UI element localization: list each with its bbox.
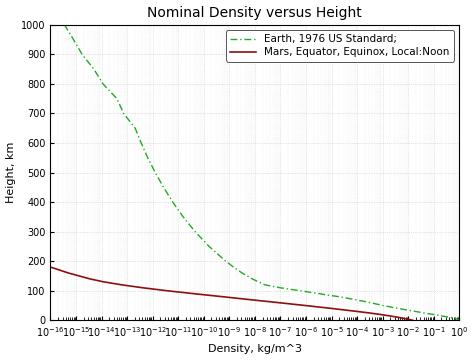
Earth, 1976 US Standard;: [100, 82, 106, 86]
Earth, 1976 US Standard;: [336, 294, 341, 299]
Mars, Equator, Equinox, Local:Noon: [65, 271, 71, 275]
Earth, 1976 US Standard;: [380, 303, 386, 308]
Earth, 1976 US Standard;: [91, 67, 97, 71]
Earth, 1976 US Standard;: [447, 315, 452, 319]
Earth, 1976 US Standard;: [153, 170, 158, 175]
Earth, 1976 US Standard;: [114, 96, 120, 101]
Mars, Equator, Equinox, Local:Noon: [101, 280, 107, 284]
Mars, Equator, Equinox, Local:Noon: [376, 312, 382, 316]
Title: Nominal Density versus Height: Nominal Density versus Height: [147, 5, 362, 19]
Earth, 1976 US Standard;: [180, 215, 186, 219]
Earth, 1976 US Standard;: [367, 300, 373, 305]
Mars, Equator, Equinox, Local:Noon: [140, 285, 146, 290]
Mars, Equator, Equinox, Local:Noon: [219, 294, 225, 299]
Mars, Equator, Equinox, Local:Noon: [118, 283, 124, 287]
Earth, 1976 US Standard;: [170, 200, 175, 204]
Mars, Equator, Equinox, Local:Noon: [274, 300, 280, 305]
Earth, 1976 US Standard;: [395, 306, 401, 311]
Earth, 1976 US Standard;: [297, 288, 302, 293]
Earth, 1976 US Standard;: [192, 229, 198, 234]
Mars, Equator, Equinox, Local:Noon: [7, 244, 12, 248]
Earth, 1976 US Standard;: [145, 156, 151, 160]
Mars, Equator, Equinox, Local:Noon: [34, 259, 40, 263]
Mars, Equator, Equinox, Local:Noon: [47, 265, 53, 269]
Mars, Equator, Equinox, Local:Noon: [246, 297, 252, 302]
Earth, 1976 US Standard;: [231, 265, 237, 269]
Mars, Equator, Equinox, Local:Noon: [164, 288, 169, 293]
Earth, 1976 US Standard;: [262, 283, 268, 287]
Mars, Equator, Equinox, Local:Noon: [403, 316, 409, 321]
Earth, 1976 US Standard;: [277, 285, 283, 290]
Legend: Earth, 1976 US Standard;, Mars, Equator, Equinox, Local:Noon: Earth, 1976 US Standard;, Mars, Equator,…: [226, 30, 454, 62]
Mars, Equator, Equinox, Local:Noon: [365, 311, 371, 315]
Mars, Equator, Equinox, Local:Noon: [395, 315, 401, 319]
Line: Mars, Equator, Equinox, Local:Noon: Mars, Equator, Equinox, Local:Noon: [0, 25, 413, 320]
Earth, 1976 US Standard;: [223, 259, 228, 263]
Earth, 1976 US Standard;: [138, 141, 144, 145]
Mars, Equator, Equinox, Local:Noon: [410, 318, 416, 323]
Earth, 1976 US Standard;: [239, 271, 245, 275]
Mars, Equator, Equinox, Local:Noon: [87, 277, 93, 281]
Earth, 1976 US Standard;: [249, 277, 255, 281]
Earth, 1976 US Standard;: [132, 126, 138, 130]
Earth, 1976 US Standard;: [453, 316, 459, 321]
Earth, 1976 US Standard;: [79, 52, 85, 57]
Earth, 1976 US Standard;: [438, 314, 444, 318]
Earth, 1976 US Standard;: [206, 244, 212, 248]
Earth, 1976 US Standard;: [71, 37, 76, 42]
Mars, Equator, Equinox, Local:Noon: [302, 303, 308, 308]
Earth, 1976 US Standard;: [323, 293, 328, 297]
Earth, 1976 US Standard;: [161, 185, 166, 189]
Line: Earth, 1976 US Standard;: Earth, 1976 US Standard;: [64, 25, 462, 320]
Earth, 1976 US Standard;: [429, 312, 435, 316]
Mars, Equator, Equinox, Local:Noon: [191, 292, 196, 296]
Earth, 1976 US Standard;: [412, 309, 418, 314]
Mars, Equator, Equinox, Local:Noon: [386, 314, 392, 318]
Earth, 1976 US Standard;: [121, 111, 127, 116]
Y-axis label: Height, km: Height, km: [6, 142, 16, 203]
Mars, Equator, Equinox, Local:Noon: [354, 309, 359, 314]
Earth, 1976 US Standard;: [62, 23, 67, 27]
Earth, 1976 US Standard;: [352, 297, 358, 302]
Earth, 1976 US Standard;: [317, 292, 322, 296]
Mars, Equator, Equinox, Local:Noon: [328, 306, 334, 311]
Earth, 1976 US Standard;: [459, 318, 465, 323]
X-axis label: Density, kg/m^3: Density, kg/m^3: [208, 345, 302, 355]
Earth, 1976 US Standard;: [421, 311, 427, 315]
